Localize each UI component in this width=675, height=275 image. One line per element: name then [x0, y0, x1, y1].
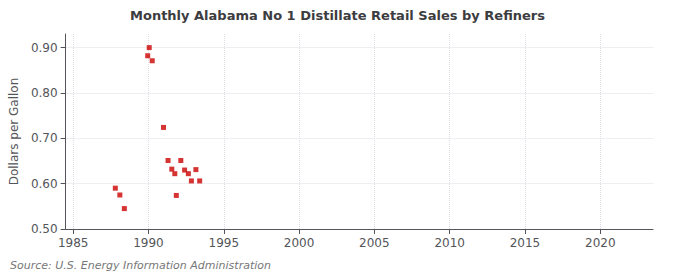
svg-text:2015: 2015: [510, 236, 541, 250]
svg-text:0.80: 0.80: [31, 86, 58, 100]
svg-text:0.50: 0.50: [31, 222, 58, 236]
svg-text:Dollars per Gallon: Dollars per Gallon: [7, 78, 21, 186]
svg-text:1990: 1990: [133, 236, 164, 250]
svg-text:0.60: 0.60: [31, 177, 58, 191]
svg-text:2010: 2010: [434, 236, 465, 250]
svg-text:2020: 2020: [585, 236, 616, 250]
svg-text:0.90: 0.90: [31, 41, 58, 55]
svg-text:1985: 1985: [58, 236, 89, 250]
svg-text:0.70: 0.70: [31, 131, 58, 145]
svg-text:Source: U.S. Energy Informatio: Source: U.S. Energy Information Administ…: [10, 259, 271, 272]
svg-text:1995: 1995: [208, 236, 239, 250]
svg-text:2000: 2000: [284, 236, 315, 250]
svg-text:2005: 2005: [359, 236, 390, 250]
svg-text:Monthly Alabama No 1 Distillat: Monthly Alabama No 1 Distillate Retail S…: [130, 8, 545, 23]
